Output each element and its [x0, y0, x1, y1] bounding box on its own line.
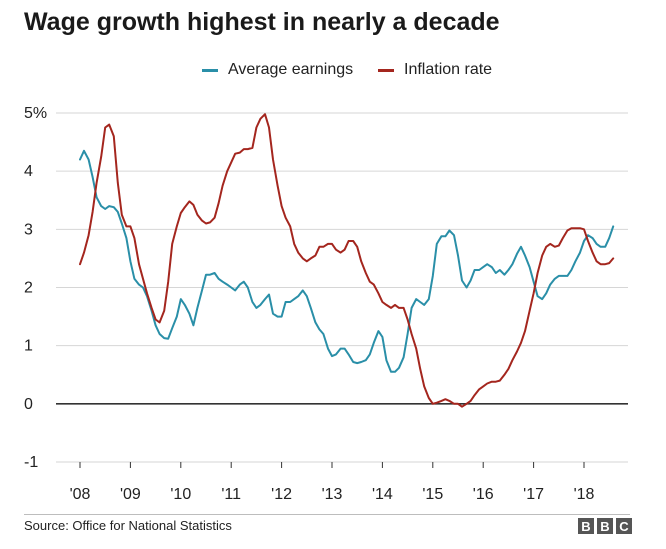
x-tick-label: '10 [170, 486, 191, 503]
y-tick-label: 0 [24, 396, 33, 413]
y-tick-label: 2 [24, 280, 33, 297]
x-axis-ticks [79, 462, 585, 468]
legend-label-inflation-rate: Inflation rate [404, 61, 493, 78]
x-tick-label: '11 [221, 486, 241, 503]
x-tick-label: '17 [523, 486, 544, 503]
bbc-logo: B B C [578, 518, 632, 534]
bbc-logo-letter: B [578, 518, 594, 534]
footer-divider [24, 514, 630, 515]
x-axis-tick-labels: '08 '09 '10 '11 '12 '13 '14 '15 '16 '17 '18 [70, 486, 595, 503]
legend-item-inflation-rate: Inflation rate [378, 58, 492, 82]
x-tick-label: '14 [372, 486, 393, 503]
legend-item-average-earnings: Average earnings [202, 58, 353, 82]
x-tick-label: '09 [120, 486, 141, 503]
bbc-logo-letter: B [597, 518, 613, 534]
y-tick-label: 4 [24, 163, 33, 180]
x-tick-label: '18 [574, 486, 595, 503]
legend-label-average-earnings: Average earnings [228, 61, 354, 78]
legend-swatch-average-earnings [202, 68, 218, 72]
x-tick-label: '15 [422, 486, 443, 503]
x-tick-label: '16 [473, 486, 494, 503]
x-tick-label: '12 [271, 486, 292, 503]
y-axis-tick-labels: 5% 4 3 2 1 0 -1 [24, 105, 47, 471]
chart-title: Wage growth highest in nearly a decade [24, 8, 500, 36]
y-tick-label: -1 [24, 454, 38, 471]
series-line-inflation-rate [79, 113, 615, 408]
x-tick-label: '08 [70, 486, 91, 503]
y-tick-label: 5% [24, 105, 47, 122]
legend: Average earnings Inflation rate [0, 58, 666, 82]
series-lines [79, 113, 615, 408]
bbc-logo-letter: C [616, 518, 632, 534]
gridlines [56, 112, 628, 463]
y-tick-label: 1 [24, 338, 33, 355]
y-tick-label: 3 [24, 221, 33, 238]
source-note: Source: Office for National Statistics [24, 518, 232, 533]
series-line-average-earnings [79, 149, 615, 373]
legend-swatch-inflation-rate [378, 68, 394, 72]
x-tick-label: '13 [322, 486, 343, 503]
